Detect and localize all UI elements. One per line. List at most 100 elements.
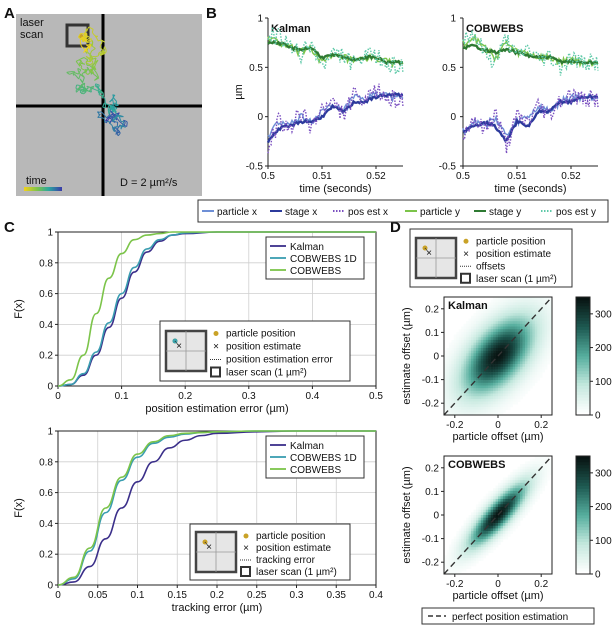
heatmap-cell: [520, 300, 523, 303]
heatmap-cell: [464, 327, 467, 330]
heatmap-cell: [503, 383, 506, 386]
heatmap-cell: [473, 518, 476, 521]
heatmap-cell: [483, 523, 486, 526]
heatmap-cell: [488, 329, 491, 332]
heatmap-cell: [471, 316, 474, 319]
heatmap-cell: [542, 480, 545, 483]
heatmap-cell: [532, 321, 535, 324]
heatmap-cell: [527, 477, 530, 480]
heatmap-cell: [486, 340, 489, 343]
legend-label: Kalman: [290, 242, 324, 253]
time-colorbar: [24, 187, 62, 191]
heatmap-cell: [532, 483, 535, 486]
heatmap-cell: [464, 367, 467, 370]
heatmap-cell: [473, 394, 476, 397]
heatmap-cell: [488, 520, 491, 523]
colorbar-tick-label: 0: [595, 570, 601, 581]
heatmap-cell: [525, 383, 528, 386]
heatmap-cell: [530, 327, 533, 330]
heatmap-cell: [545, 329, 548, 332]
heatmap-cell: [547, 318, 550, 321]
heatmap-cell: [454, 353, 457, 356]
heatmap-cell: [505, 486, 508, 489]
heatmap-cell: [537, 324, 540, 327]
heatmap-cell: [532, 335, 535, 338]
heatmap-cell: [476, 550, 479, 553]
heatmap-cell: [481, 515, 484, 518]
heatmap-cell: [488, 510, 491, 513]
heatmap-cell: [478, 547, 481, 550]
heatmap-cell: [456, 547, 459, 550]
heatmap-cell: [473, 512, 476, 515]
heatmap-cell: [481, 502, 484, 505]
heatmap-cell: [515, 356, 518, 359]
heatmap-cell: [493, 332, 496, 335]
heatmap-cell: [456, 563, 459, 566]
heatmap-cell: [488, 327, 491, 330]
heatmap-cell: [476, 321, 479, 324]
colorbar-step: [576, 542, 590, 545]
heatmap-cell: [476, 359, 479, 362]
heatmap-cell: [459, 345, 462, 348]
heatmap-cell: [518, 507, 521, 510]
heatmap-cell: [473, 523, 476, 526]
heatmap-cell: [478, 367, 481, 370]
heatmap-cell: [520, 340, 523, 343]
heatmap-cell: [535, 461, 538, 464]
heatmap-cell: [488, 396, 491, 399]
heatmap-cell: [498, 316, 501, 319]
colorbar-step: [576, 468, 590, 471]
heatmap-cell: [473, 313, 476, 316]
heatmap-cell: [513, 361, 516, 364]
heatmap-cell: [491, 515, 494, 518]
heatmap-cell: [542, 318, 545, 321]
heatmap-cell: [547, 332, 550, 335]
heatmap-cell: [540, 359, 543, 362]
heatmap-cell: [478, 518, 481, 521]
colorbar-step: [576, 465, 590, 468]
heatmap-cell: [515, 343, 518, 346]
colorbar-step: [576, 324, 590, 327]
colorbar-step: [576, 297, 590, 300]
colorbar-step: [576, 344, 590, 347]
heatmap-cell: [515, 499, 518, 502]
heatmap-cell: [513, 480, 516, 483]
heatmap-cell: [473, 353, 476, 356]
heatmap-cell: [532, 351, 535, 354]
heatmap-cell: [513, 310, 516, 313]
heatmap-cell: [486, 520, 489, 523]
heatmap-cell: [464, 361, 467, 364]
heatmap-cell: [456, 383, 459, 386]
heatmap-cell: [515, 340, 518, 343]
heatmap-cell: [486, 327, 489, 330]
heatmap-cell: [456, 531, 459, 534]
heatmap-cell: [500, 531, 503, 534]
heatmap-cell: [446, 364, 449, 367]
heatmap-cell: [491, 386, 494, 389]
heatmap-cell: [466, 356, 469, 359]
colorbar-step: [576, 377, 590, 380]
heatmap-cell: [461, 531, 464, 534]
heatmap-cell: [513, 504, 516, 507]
heatmap-cell: [527, 383, 530, 386]
heatmap-cell: [459, 391, 462, 394]
y-tick-label: -0.2: [422, 399, 440, 410]
heatmap-cell: [481, 558, 484, 561]
heatmap-cell: [500, 483, 503, 486]
heatmap-cell: [491, 302, 494, 305]
heatmap-cell: [510, 475, 513, 478]
heatmap-cell: [500, 335, 503, 338]
heatmap-cell: [469, 356, 472, 359]
heatmap-cell: [456, 340, 459, 343]
heatmap-cell: [510, 313, 513, 316]
heatmap-cell: [537, 496, 540, 499]
heatmap-cell: [518, 502, 521, 505]
heatmap-cell: [476, 515, 479, 518]
legend-b-label: pos est x: [348, 207, 388, 218]
heatmap-cell: [508, 380, 511, 383]
heatmap-cell: [449, 402, 452, 405]
heatmap-cell: [464, 553, 467, 556]
heatmap-cell: [491, 313, 494, 316]
colorbar-tick-label: 3000: [595, 468, 612, 479]
